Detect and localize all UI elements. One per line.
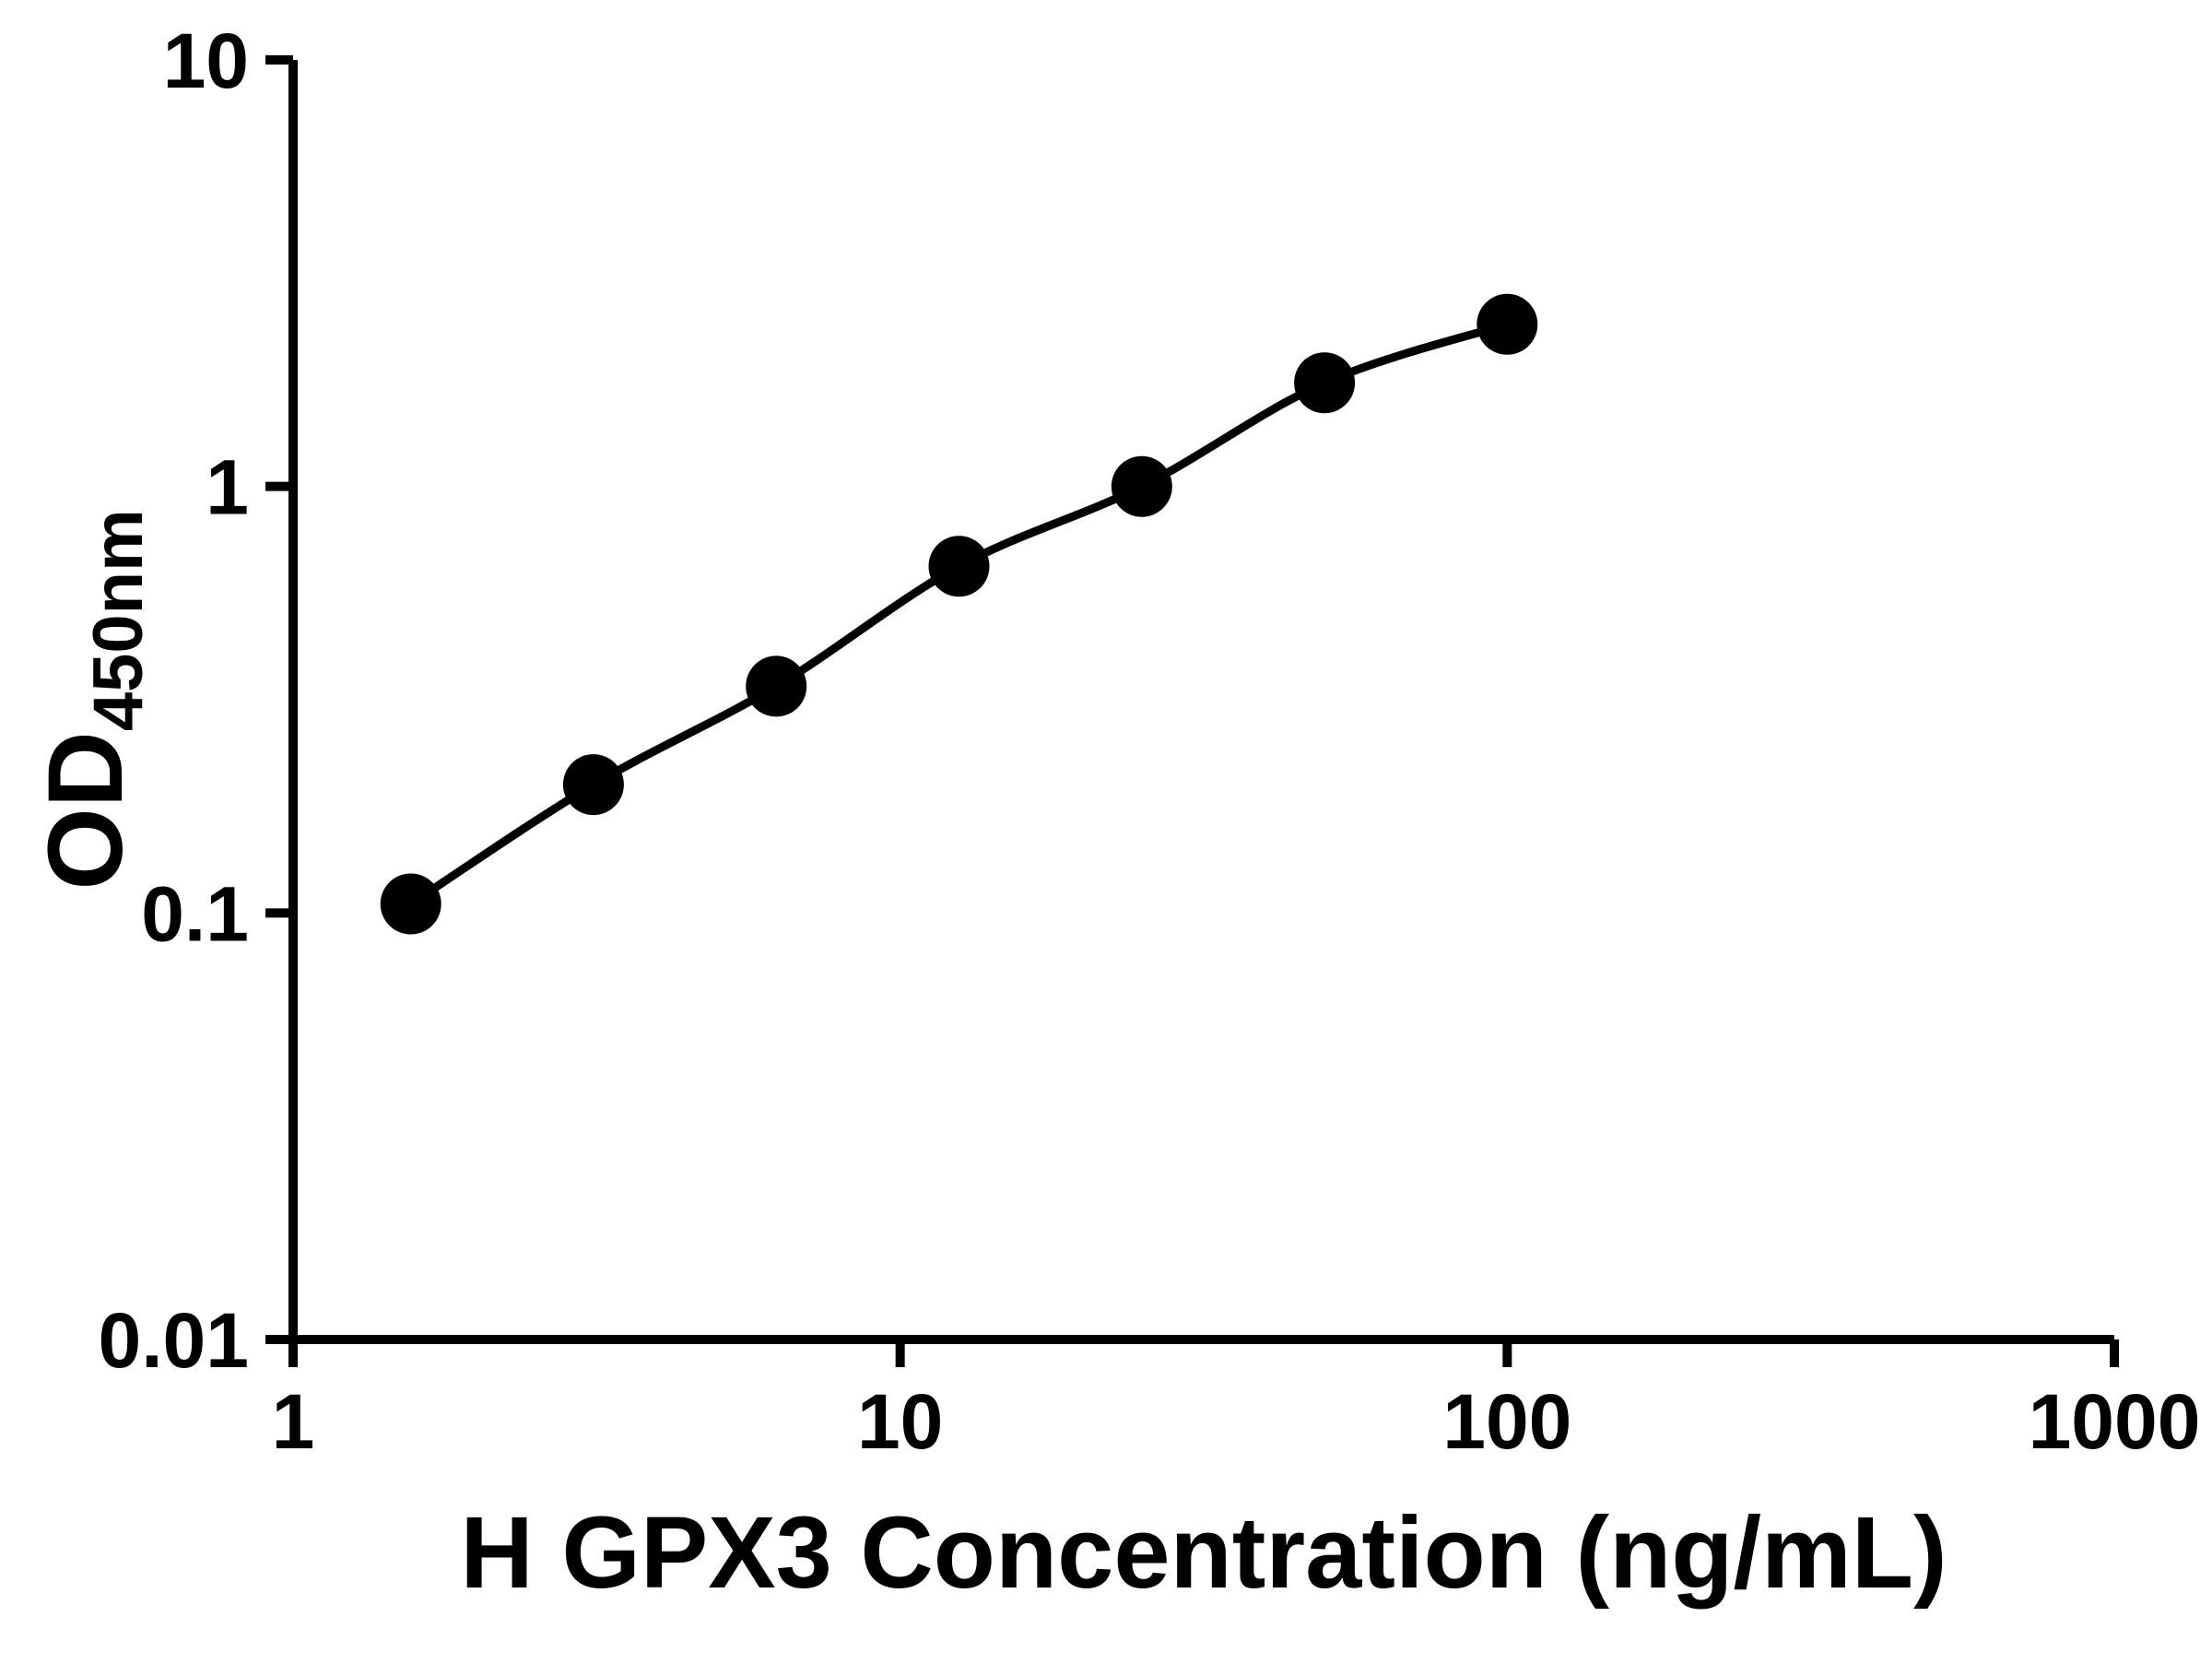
y-axis-label-subscript: 450nm (79, 509, 158, 731)
y-tick-label: 1 (206, 444, 249, 531)
data-point-marker (1477, 293, 1538, 355)
data-point-marker (1294, 352, 1356, 414)
y-axis-label-main: OD (27, 731, 145, 891)
x-tick-label: 10 (857, 1378, 943, 1465)
y-axis-label: OD450nm (27, 509, 158, 890)
y-tick-label: 10 (163, 18, 249, 104)
axes: 1 10 100 1000 0.01 0.1 1 10 (99, 18, 2201, 1465)
axis-spines (288, 60, 2114, 1344)
data-point-marker (928, 536, 990, 597)
x-tick-label: 1 (272, 1378, 315, 1465)
y-tick-label: 0.01 (99, 1297, 250, 1384)
y-tick-label: 0.1 (141, 870, 249, 957)
x-tick-label: 1000 (2029, 1378, 2201, 1465)
data-series (380, 293, 1538, 935)
data-point-marker (380, 873, 441, 935)
data-point-marker (562, 754, 624, 816)
data-point-marker (1111, 455, 1172, 517)
standard-curve-line (408, 320, 1509, 908)
x-tick-label: 100 (1442, 1378, 1571, 1465)
data-point-marker (746, 655, 807, 717)
x-axis-label: H GPX3 Concentration (ng/mL) (460, 1496, 1947, 1610)
